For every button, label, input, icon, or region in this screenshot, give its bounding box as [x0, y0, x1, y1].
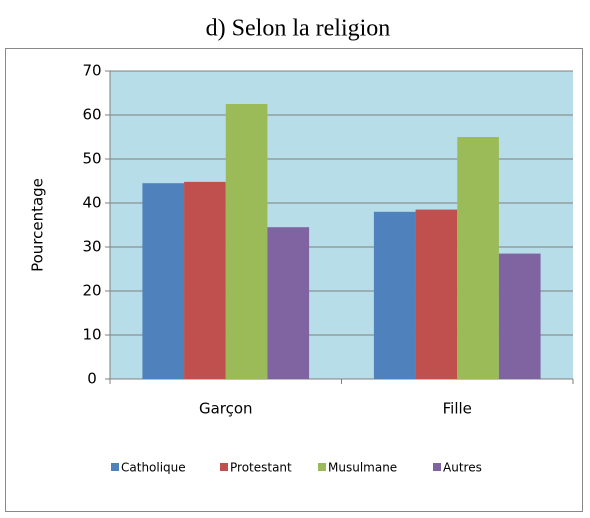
bar [373, 211, 416, 379]
y-tick-label: 40 [82, 194, 101, 212]
x-tick-label: Fille [443, 400, 472, 418]
legend-swatch [433, 463, 441, 471]
y-tick-label: 60 [82, 106, 101, 124]
legend-label: Musulmane [328, 461, 397, 475]
y-axis-label: Pourcentage [29, 178, 47, 272]
bar [415, 209, 458, 379]
bar [267, 227, 310, 379]
legend-label: Autres [443, 461, 482, 475]
y-tick-label: 0 [87, 370, 97, 388]
bar [457, 137, 499, 379]
chart-border [5, 48, 583, 512]
chart-title: d) Selon la religion [206, 16, 391, 42]
legend-swatch [111, 463, 119, 471]
bar [142, 183, 185, 379]
x-tick-label: Garçon [199, 400, 253, 418]
legend-label: Protestant [230, 461, 292, 475]
legend-swatch [220, 463, 228, 471]
legend-label: Catholique [121, 461, 186, 475]
legend-swatch [318, 463, 326, 471]
bar [184, 181, 226, 379]
y-tick-label: 30 [82, 238, 101, 256]
bar [498, 253, 541, 379]
y-tick-label: 10 [82, 326, 101, 344]
bar [225, 104, 268, 379]
y-tick-label: 70 [82, 62, 101, 80]
y-tick-label: 50 [82, 150, 101, 168]
y-tick-label: 20 [82, 282, 101, 300]
